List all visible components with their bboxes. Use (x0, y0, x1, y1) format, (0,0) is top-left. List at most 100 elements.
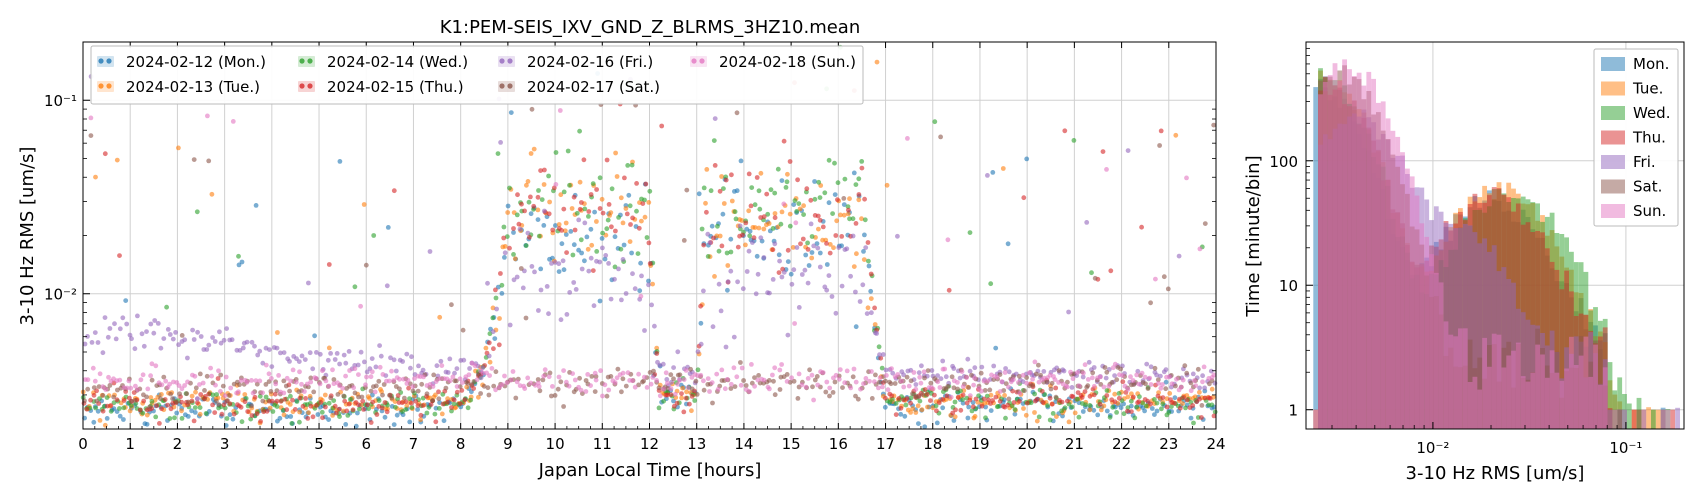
scatter-point (486, 353, 492, 359)
scatter-point (158, 396, 163, 402)
scatter-point (182, 383, 188, 388)
scatter-legend-marker (298, 81, 315, 92)
scatter-point (311, 389, 317, 395)
scatter-point (609, 224, 614, 230)
scatter-point (646, 200, 652, 205)
scatter-point (950, 410, 956, 416)
scatter-point (197, 382, 202, 387)
scatter-point (872, 322, 878, 327)
scatter-point (197, 405, 203, 410)
scatter-point (334, 410, 339, 416)
scatter-point (450, 374, 456, 380)
scatter-point (179, 386, 185, 392)
scatter-point (239, 419, 245, 425)
scatter-point (621, 242, 627, 248)
scatter-point (282, 396, 288, 402)
scatter-point (955, 386, 960, 392)
scatter-point (439, 363, 445, 368)
scatter-point (739, 218, 745, 223)
scatter-x-tick-label: 24 (1206, 435, 1225, 453)
scatter-point (876, 385, 881, 391)
scatter-point (901, 372, 906, 378)
scatter-point (264, 408, 270, 414)
scatter-point (817, 264, 823, 270)
histogram-bar (1405, 168, 1410, 429)
scatter-point (987, 387, 993, 393)
scatter-point (1044, 379, 1050, 385)
scatter-point (497, 316, 502, 321)
scatter-point (1059, 399, 1065, 405)
scatter-point (555, 386, 561, 392)
scatter-point (502, 250, 508, 256)
scatter-point (223, 374, 229, 380)
scatter-point (704, 167, 710, 172)
scatter-point (837, 367, 843, 372)
scatter-point (708, 188, 714, 194)
histogram-x-tick-label: 10⁻¹ (1609, 439, 1642, 457)
scatter-x-axis-label: Japan Local Time [hours] (538, 460, 762, 481)
histogram-bar (1530, 372, 1536, 429)
scatter-point (520, 285, 526, 291)
scatter-point (408, 365, 413, 371)
scatter-point (1132, 415, 1138, 421)
scatter-point (328, 395, 334, 401)
scatter-point (415, 388, 421, 394)
scatter-point (614, 375, 620, 381)
scatter-point (993, 345, 999, 351)
scatter-point (815, 245, 821, 251)
scatter-point (542, 367, 548, 373)
scatter-point (772, 211, 778, 216)
scatter-point (1160, 401, 1166, 407)
scatter-point (200, 380, 206, 386)
scatter-point (1116, 391, 1122, 396)
scatter-point (722, 386, 728, 392)
scatter-point (102, 315, 108, 320)
scatter-panel: K1:PEM-SEIS_IXV_GND_Z_BLRMS_3HZ10.mean 0… (17, 17, 1226, 481)
scatter-point (719, 243, 725, 249)
scatter-point (287, 402, 293, 407)
scatter-point (696, 191, 702, 197)
scatter-point (869, 369, 874, 374)
scatter-point (721, 186, 726, 192)
scatter-point (1147, 375, 1153, 381)
scatter-point (925, 404, 930, 410)
scatter-point (505, 210, 511, 215)
scatter-point (1006, 396, 1012, 402)
scatter-point (971, 382, 976, 388)
scatter-point (195, 400, 200, 406)
scatter-point (439, 411, 445, 417)
scatter-point (250, 390, 256, 396)
scatter-point (195, 329, 201, 335)
scatter-point (895, 372, 901, 377)
scatter-point (623, 291, 629, 296)
scatter-point (883, 395, 888, 401)
scatter-point (445, 370, 451, 375)
scatter-point (850, 216, 856, 222)
scatter-point (824, 262, 830, 267)
scatter-point (582, 258, 587, 264)
scatter-point (915, 403, 921, 409)
scatter-legend-marker (498, 81, 515, 92)
scatter-point (866, 258, 871, 264)
scatter-point (613, 150, 618, 156)
histogram-bar (1453, 228, 1458, 429)
histogram-bar (1477, 243, 1483, 429)
scatter-point (511, 230, 516, 235)
scatter-point (698, 341, 704, 347)
scatter-point (707, 240, 713, 246)
scatter-point (967, 230, 973, 236)
scatter-point (600, 210, 606, 216)
scatter-point (249, 378, 254, 383)
scatter-point (822, 190, 828, 196)
histogram-bar (1400, 152, 1405, 429)
scatter-point (263, 382, 269, 387)
scatter-point (623, 383, 629, 389)
scatter-point (283, 383, 289, 389)
scatter-point (636, 225, 642, 231)
scatter-point (675, 349, 681, 355)
scatter-point (820, 224, 826, 230)
histogram-bar (1540, 232, 1545, 429)
scatter-point (91, 419, 97, 425)
scatter-point (108, 408, 114, 414)
